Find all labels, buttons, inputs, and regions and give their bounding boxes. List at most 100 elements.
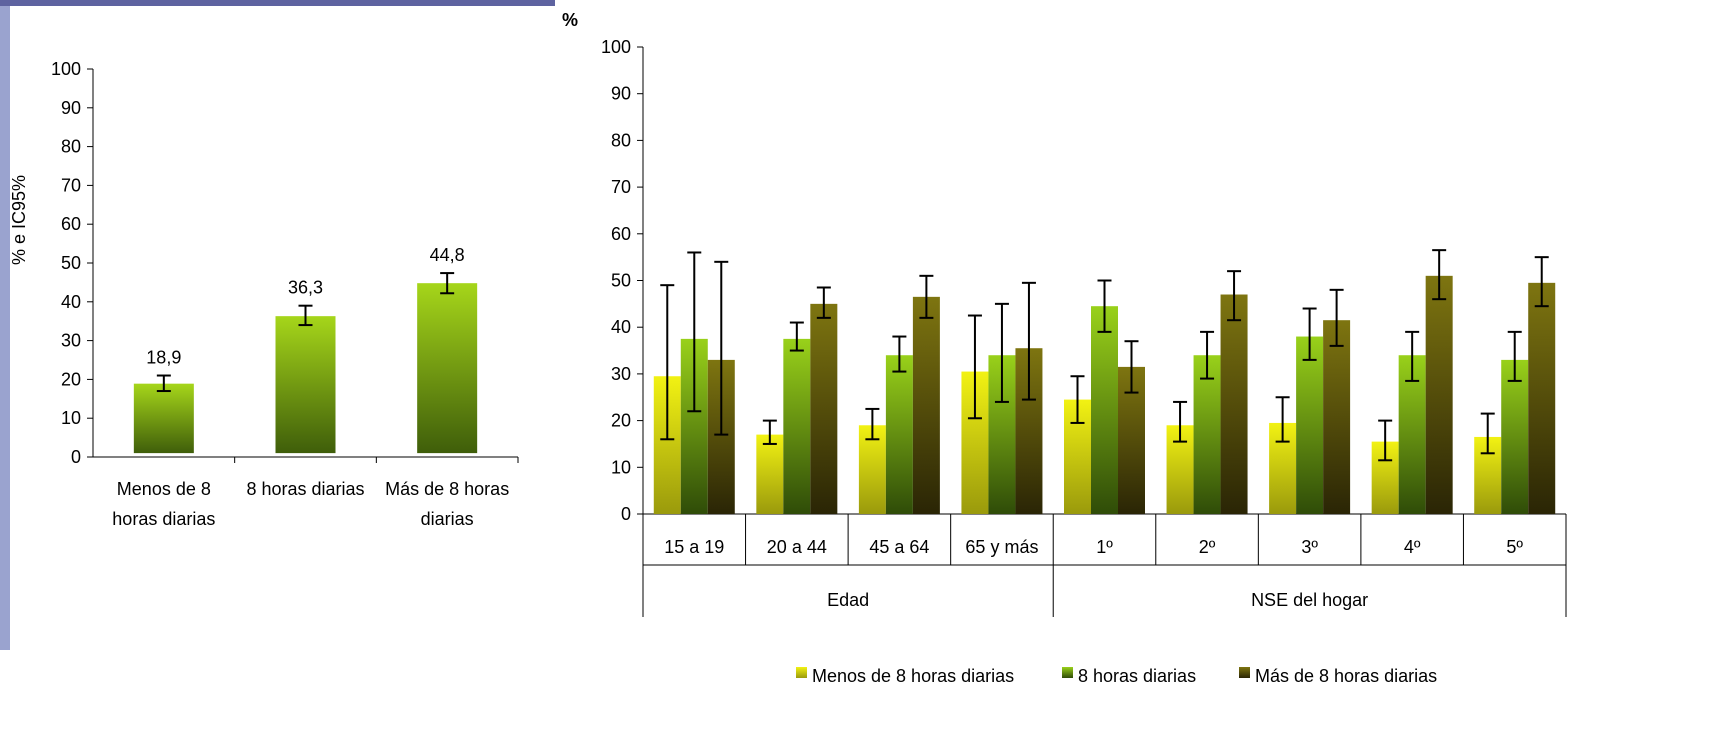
error-bar xyxy=(1480,412,1495,455)
chart-right: % 0 10 20 30 40 50 60 70 80 90 100 15 a 19 20 a 44 45 … xyxy=(562,10,1567,617)
error-bar xyxy=(1378,419,1393,462)
category-label: 3º xyxy=(1301,537,1318,557)
category-label: 4º xyxy=(1404,537,1421,557)
error-bar xyxy=(816,286,831,319)
slide-top-decoration xyxy=(0,0,555,6)
bar xyxy=(1323,320,1351,514)
error-bar xyxy=(687,251,702,413)
error-bar xyxy=(994,302,1009,403)
category-label: diarias xyxy=(421,509,474,529)
y-tick-label: 80 xyxy=(611,130,631,150)
y-tick-label: 40 xyxy=(61,292,81,312)
bar xyxy=(810,303,838,514)
y-tick-label: 20 xyxy=(61,369,81,389)
category-label: 8 horas diarias xyxy=(246,479,364,499)
error-bar xyxy=(1405,330,1420,382)
bar xyxy=(1193,355,1221,514)
legend-item: Más de 8 horas diarias xyxy=(1239,666,1437,686)
legend-swatch xyxy=(796,667,807,678)
bar xyxy=(783,338,811,514)
category-label: 15 a 19 xyxy=(664,537,724,557)
error-bar xyxy=(1507,330,1522,382)
y-tick-label: 90 xyxy=(611,84,631,104)
bar xyxy=(1501,359,1529,514)
chart-left: 0 10 20 30 40 50 60 70 80 90 100 % e IC95% 18,9 Menos… xyxy=(9,59,519,529)
legend: Menos de 8 horas diarias 8 horas diarias M… xyxy=(796,666,1437,686)
error-bar xyxy=(762,419,777,445)
error-bar xyxy=(919,274,934,319)
error-bar xyxy=(967,314,982,420)
y-tick-label: 30 xyxy=(61,331,81,351)
error-bar xyxy=(865,407,880,441)
error-bar xyxy=(1200,330,1215,380)
error-bar xyxy=(1021,281,1036,401)
group-label: NSE del hogar xyxy=(1251,590,1368,610)
y-tick-label: 100 xyxy=(51,59,81,79)
legend-label: Más de 8 horas diarias xyxy=(1255,666,1437,686)
error-bar xyxy=(1432,249,1447,301)
error-bar xyxy=(156,374,171,393)
error-bar xyxy=(440,272,455,295)
y-tick-label: 90 xyxy=(61,98,81,118)
data-label: 18,9 xyxy=(146,348,181,368)
group-label: Edad xyxy=(827,590,869,610)
y-axis-label: % e IC95% xyxy=(9,175,29,265)
y-tick-label: 100 xyxy=(601,37,631,57)
error-bar xyxy=(1329,288,1344,347)
bar xyxy=(1296,336,1324,514)
category-label: 1º xyxy=(1096,537,1113,557)
category-label: horas diarias xyxy=(112,509,215,529)
legend-swatch xyxy=(1239,667,1250,678)
y-tick-label: 80 xyxy=(61,137,81,157)
bar xyxy=(275,316,336,454)
y-tick-label: 20 xyxy=(611,411,631,431)
category-label: 45 a 64 xyxy=(869,537,929,557)
bar xyxy=(1220,294,1248,514)
y-tick-label: 40 xyxy=(611,317,631,337)
error-bar xyxy=(1070,375,1085,424)
y-tick-label: 60 xyxy=(611,224,631,244)
bar xyxy=(912,296,940,514)
error-bar xyxy=(789,321,804,352)
error-bar xyxy=(892,335,907,373)
category-label: 65 y más xyxy=(965,537,1038,557)
category-label: 5º xyxy=(1506,537,1523,557)
legend-item: Menos de 8 horas diarias xyxy=(796,666,1014,686)
bar xyxy=(1091,306,1118,514)
error-bar xyxy=(1227,270,1242,322)
y-tick-label: 50 xyxy=(61,253,81,273)
error-bar xyxy=(298,304,313,327)
bar xyxy=(133,383,194,454)
y-tick-label: 10 xyxy=(61,408,81,428)
legend-label: 8 horas diarias xyxy=(1078,666,1196,686)
bar xyxy=(1425,275,1453,514)
category-label: Más de 8 horas xyxy=(385,479,509,499)
y-tick-label: 70 xyxy=(61,175,81,195)
y-tick-label: 10 xyxy=(611,457,631,477)
y-tick-label: 0 xyxy=(621,504,631,524)
bar xyxy=(1528,282,1556,514)
legend-label: Menos de 8 horas diarias xyxy=(812,666,1014,686)
category-label: 20 a 44 xyxy=(767,537,827,557)
error-bar xyxy=(714,260,729,436)
y-axis-label: % xyxy=(562,10,578,30)
slide-left-decoration xyxy=(0,0,10,650)
data-label: 36,3 xyxy=(288,278,323,298)
error-bar xyxy=(1124,340,1139,394)
error-bar xyxy=(1302,307,1317,361)
y-tick-label: 70 xyxy=(611,177,631,197)
y-tick-label: 0 xyxy=(71,447,81,467)
y-tick-label: 50 xyxy=(611,271,631,291)
data-label: 44,8 xyxy=(430,245,465,265)
bar xyxy=(885,355,913,514)
legend-item: 8 horas diarias xyxy=(1062,666,1196,686)
legend-swatch xyxy=(1062,667,1073,678)
error-bar xyxy=(1097,279,1112,333)
error-bar xyxy=(1173,400,1188,443)
y-tick-label: 60 xyxy=(61,214,81,234)
error-bar xyxy=(660,284,675,441)
y-tick-label: 30 xyxy=(611,364,631,384)
bar xyxy=(417,283,478,454)
category-label: 2º xyxy=(1199,537,1216,557)
